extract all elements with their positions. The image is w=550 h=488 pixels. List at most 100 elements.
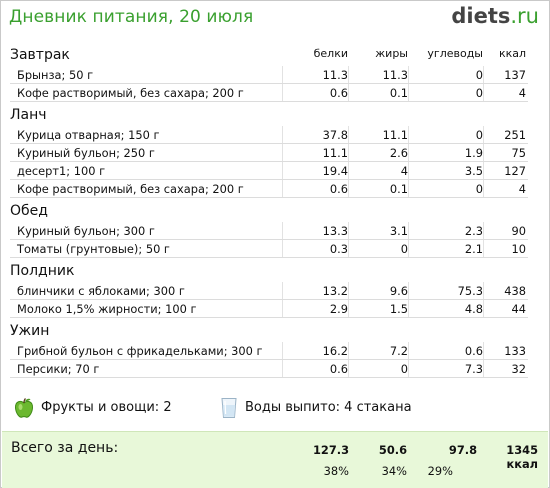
col-header-carbs: углеводы	[427, 47, 483, 60]
column-separator	[408, 342, 409, 359]
column-separator	[348, 180, 349, 197]
column-separator	[483, 300, 484, 317]
column-separator	[348, 300, 349, 317]
column-separator	[282, 162, 283, 179]
column-separator	[408, 300, 409, 317]
table-row: Персики; 70 г 0.6 0 7.3 32	[10, 360, 528, 378]
column-separator	[282, 240, 283, 257]
carbs-value: 1.9	[464, 146, 483, 160]
carbs-value: 75.3	[457, 284, 483, 298]
meal-title-snack: Полдник	[10, 263, 75, 279]
food-name: блинчики с яблоками; 300 г	[17, 284, 185, 298]
carbs-value: 3.5	[464, 164, 483, 178]
food-name: Куриный бульон; 300 г	[17, 224, 155, 238]
col-header-protein: белки	[313, 47, 348, 60]
fat-value: 0.1	[389, 86, 408, 100]
column-separator	[348, 342, 349, 359]
food-name: Молоко 1,5% жирности; 100 г	[17, 302, 197, 316]
total-carbs: 97.8	[448, 443, 477, 457]
table-row: Брынза; 50 г 11.3 11.3 0 137	[10, 66, 528, 84]
header: Дневник питания, 20 июля diets.ru	[1, 1, 549, 37]
column-separator	[282, 342, 283, 359]
total-protein-pct: 38%	[323, 464, 349, 478]
col-header-kcal: ккал	[498, 47, 526, 60]
site-logo[interactable]: diets.ru	[451, 4, 539, 28]
kcal-value: 90	[511, 224, 527, 238]
column-separator	[483, 222, 484, 239]
column-separator	[348, 240, 349, 257]
column-separator	[348, 222, 349, 239]
col-header-fat: жиры	[375, 47, 408, 60]
carbs-value: 0	[475, 182, 483, 196]
table-row: Грибной бульон с фрикадельками; 300 г 16…	[10, 342, 528, 360]
carbs-value: 2.1	[464, 242, 483, 256]
food-name: Кофе растворимый, без сахара; 200 г	[17, 86, 244, 100]
protein-value: 0.3	[329, 242, 348, 256]
page-title: Дневник питания, 20 июля	[9, 7, 254, 27]
fat-value: 9.6	[389, 284, 408, 298]
column-separator	[483, 360, 484, 377]
fat-value: 3.1	[389, 224, 408, 238]
fat-value: 0	[400, 242, 408, 256]
fat-value: 2.6	[389, 146, 408, 160]
food-name: Куриный бульон; 250 г	[17, 146, 155, 160]
column-separator	[483, 180, 484, 197]
column-separator	[348, 84, 349, 101]
carbs-value: 4.8	[464, 302, 483, 316]
logo-main: diets	[451, 4, 511, 28]
carbs-value: 0	[475, 86, 483, 100]
meal-title-dinner: Обед	[10, 203, 48, 219]
daily-total: Всего за день: 127.3 50.6 97.8 1345 ккал…	[2, 431, 548, 488]
carbs-value: 0	[475, 68, 483, 82]
kcal-value: 4	[518, 86, 526, 100]
carbs-value: 2.3	[464, 224, 483, 238]
table-row: Кофе растворимый, без сахара; 200 г 0.6 …	[10, 84, 528, 102]
table-row: Куриный бульон; 250 г 11.1 2.6 1.9 75	[10, 144, 528, 162]
column-separator	[483, 144, 484, 161]
column-separator	[483, 126, 484, 143]
fat-value: 7.2	[389, 344, 408, 358]
water-count: Воды выпито: 4 стакана	[245, 400, 412, 415]
protein-value: 0.6	[329, 182, 348, 196]
kcal-value: 75	[511, 146, 527, 160]
column-separator	[408, 126, 409, 143]
table-row: блинчики с яблоками; 300 г 13.2 9.6 75.3…	[10, 282, 528, 300]
protein-value: 13.2	[322, 284, 348, 298]
fat-value: 11.1	[382, 128, 408, 142]
water-glass-icon	[220, 397, 238, 423]
fat-value: 0.1	[389, 182, 408, 196]
column-separator	[282, 222, 283, 239]
protein-value: 16.2	[322, 344, 348, 358]
total-fat: 50.6	[378, 443, 407, 457]
food-name: десерт1; 100 г	[17, 164, 106, 178]
column-separator	[282, 180, 283, 197]
meal-title-lunch: Ланч	[10, 107, 47, 123]
column-separator	[348, 66, 349, 83]
kcal-value: 127	[504, 164, 526, 178]
table-row: Кофе растворимый, без сахара; 200 г 0.6 …	[10, 180, 528, 198]
kcal-value: 133	[504, 344, 526, 358]
kcal-value: 251	[504, 128, 526, 142]
protein-value: 37.8	[322, 128, 348, 142]
table-row: Куриный бульон; 300 г 13.3 3.1 2.3 90	[10, 222, 528, 240]
total-fat-pct: 34%	[381, 464, 407, 478]
column-separator	[348, 126, 349, 143]
kcal-value: 4	[518, 182, 526, 196]
column-separator	[408, 282, 409, 299]
column-separator	[282, 282, 283, 299]
fat-value: 4	[400, 164, 408, 178]
food-name: Брынза; 50 г	[17, 68, 94, 82]
kcal-value: 438	[504, 284, 526, 298]
meal-title-breakfast: Завтрак	[10, 47, 70, 63]
column-separator	[408, 240, 409, 257]
carbs-value: 0.6	[464, 344, 483, 358]
fat-value: 0	[400, 362, 408, 376]
food-name: Персики; 70 г	[17, 362, 100, 376]
table-row: Томаты (грунтовые); 50 г 0.3 0 2.1 10	[10, 240, 528, 258]
column-separator	[282, 84, 283, 101]
column-separator	[282, 360, 283, 377]
column-separator	[483, 66, 484, 83]
column-separator	[348, 144, 349, 161]
apple-icon	[13, 397, 35, 423]
column-separator	[282, 300, 283, 317]
